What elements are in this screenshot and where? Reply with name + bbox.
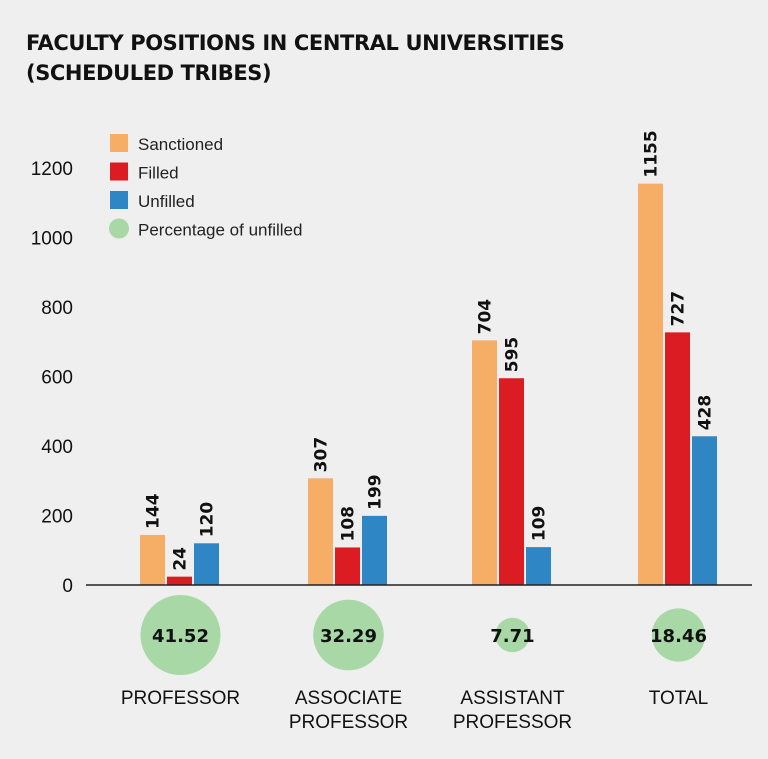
category-label: TOTAL <box>649 688 708 709</box>
legend-swatch-filled <box>110 162 128 181</box>
legend-swatch-percentage <box>109 218 129 239</box>
y-tick-label: 200 <box>41 507 73 528</box>
category-label: PROFESSOR <box>121 688 240 709</box>
category-label: ASSISTANT <box>460 688 565 709</box>
category-labels: PROFESSOR ASSOCIATE PROFESSOR ASSISTANT PROF… <box>121 688 708 733</box>
legend-swatch-sanctioned <box>110 134 128 152</box>
y-tick-label: 0 <box>62 576 73 597</box>
percentage-circle <box>313 599 384 671</box>
bar-filled <box>335 547 360 585</box>
category-label: ASSOCIATE <box>295 688 402 709</box>
percentage-label: 41.52 <box>152 626 209 647</box>
legend-label-unfilled: Unfilled <box>138 192 195 211</box>
y-tick-label: 1200 <box>31 159 73 180</box>
bar-unfilled <box>362 515 387 585</box>
y-axis: 0 200 400 600 800 1000 1200 <box>31 159 73 597</box>
bar-sanctioned <box>472 340 497 585</box>
category-label: PROFESSOR <box>453 712 572 733</box>
bar-filled <box>665 332 690 585</box>
bar-unfilled <box>526 547 551 585</box>
chart-title-line-1: FACULTY POSITIONS IN CENTRAL UNIVERSITIE… <box>26 31 565 55</box>
y-tick-label: 1000 <box>31 229 73 250</box>
percentage-label: 7.71 <box>490 626 534 647</box>
percentage-circle <box>140 595 221 675</box>
value-label-unfilled: 199 <box>366 474 386 510</box>
percentage-circle <box>651 608 706 662</box>
legend-label-sanctioned: Sanctioned <box>138 135 223 154</box>
percentage-label: 18.46 <box>650 626 707 647</box>
value-label-unfilled: 109 <box>530 506 550 542</box>
percentage-circle <box>495 617 530 653</box>
bar-unfilled <box>194 543 219 585</box>
chart-title-line-2: (SCHEDULED TRIBES) <box>26 61 272 85</box>
value-label-sanctioned: 144 <box>144 493 164 529</box>
percentage-circles: 41.52 32.29 7.71 18.46 <box>140 595 707 675</box>
bar-filled <box>499 378 524 585</box>
value-label-unfilled: 428 <box>696 395 716 431</box>
chart-title: FACULTY POSITIONS IN CENTRAL UNIVERSITIE… <box>26 28 565 88</box>
value-label-sanctioned: 307 <box>312 437 332 473</box>
category-label: PROFESSOR <box>289 712 408 733</box>
percentage-label: 32.29 <box>320 626 377 647</box>
value-label-sanctioned: 1155 <box>642 130 662 177</box>
bars: 144 24 120 307 108 199 704 595 109 1155 727 428 <box>140 130 717 585</box>
legend-label-filled: Filled <box>138 164 179 183</box>
legend-swatch-unfilled <box>110 191 128 209</box>
value-label-sanctioned: 704 <box>476 299 496 335</box>
legend-label-percentage: Percentage of unfilled <box>138 221 302 240</box>
bar-unfilled <box>692 436 717 585</box>
value-label-unfilled: 120 <box>198 502 218 538</box>
bar-sanctioned <box>638 183 663 585</box>
legend: Sanctioned Filled Unfilled Percentage of un… <box>109 134 302 240</box>
bar-sanctioned <box>140 534 165 585</box>
bar-sanctioned <box>308 478 333 585</box>
y-tick-label: 800 <box>41 298 73 319</box>
y-tick-label: 600 <box>41 368 73 389</box>
value-label-filled: 727 <box>669 291 689 327</box>
bar-filled <box>167 576 192 585</box>
value-label-filled: 24 <box>171 547 191 571</box>
value-label-filled: 595 <box>503 337 523 373</box>
y-tick-label: 400 <box>41 437 73 458</box>
value-label-filled: 108 <box>339 506 359 542</box>
